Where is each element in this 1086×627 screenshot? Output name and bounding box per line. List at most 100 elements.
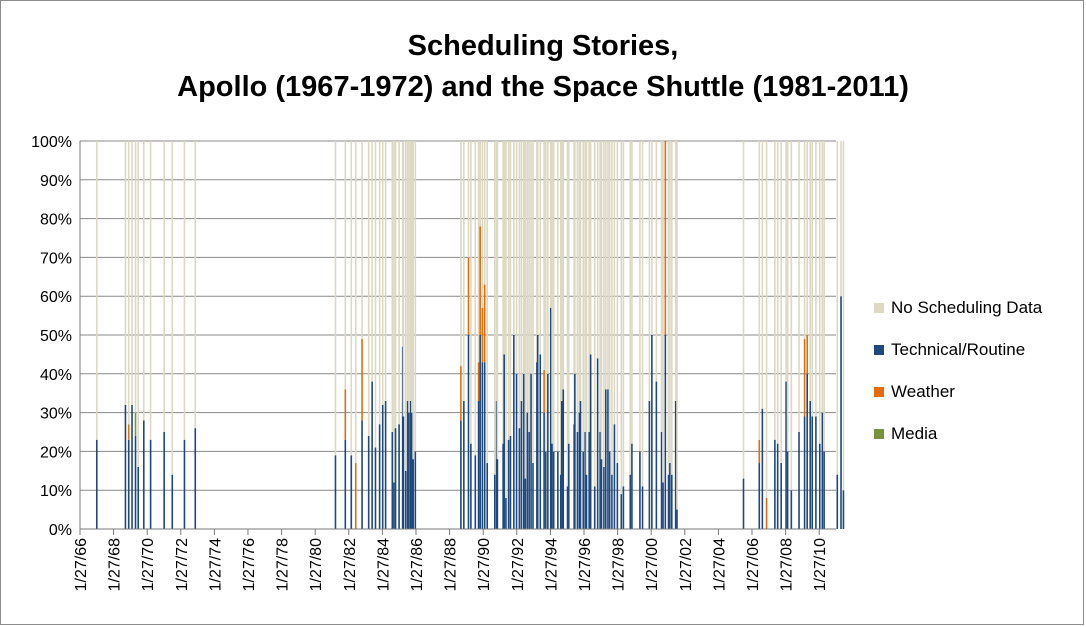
x-tick-label: 1/27/72 [174,538,191,591]
bar-technical-routine [344,439,347,529]
bar-no-scheduling-data [354,141,357,464]
bar-technical-routine [599,432,601,529]
bar-technical-routine [655,381,658,529]
bar-no-scheduling-data [798,141,800,432]
bar-no-scheduling-data [579,141,582,401]
x-tick-label: 1/27/80 [308,538,325,591]
bar-no-scheduling-data [588,141,590,432]
bar-no-scheduling-data [479,141,481,227]
bar-no-scheduling-data [811,141,814,417]
bar-technical-routine [596,358,599,529]
bar-technical-routine [539,354,542,529]
bar-technical-routine [790,490,793,529]
bar-no-scheduling-data [662,141,664,483]
bar-technical-routine [503,354,505,529]
bar-no-scheduling-data [381,141,384,405]
bar-no-scheduling-data [344,141,347,390]
bar-no-scheduling-data [493,141,496,475]
x-tick-label: 1/27/68 [107,538,124,591]
y-tick-label: 80% [40,212,72,229]
bar-weather [481,307,484,363]
bar-no-scheduling-data [183,141,186,440]
bar-weather [344,389,347,440]
bar-no-scheduling-data [163,141,165,432]
bar-technical-routine [842,490,845,529]
bar-technical-routine [620,494,623,529]
bar-no-scheduling-data [393,141,395,483]
bar-technical-routine [134,435,137,529]
bar-no-scheduling-data [398,141,400,425]
bar-no-scheduling-data [596,141,599,359]
bar-no-scheduling-data [674,141,677,401]
bar-no-scheduling-data [821,141,824,413]
x-tick-label: 1/27/78 [275,538,292,591]
bar-technical-routine [549,307,552,529]
bar-technical-routine [589,354,592,529]
bar-no-scheduling-data [536,141,539,335]
bar-technical-routine [474,455,477,529]
bar-technical-routine [406,400,409,529]
legend-label: Weather [891,382,955,401]
bar-technical-routine [509,435,512,529]
bar-no-scheduling-data [522,141,525,374]
bar-technical-routine [574,373,576,529]
bar-technical-routine [557,451,559,529]
y-tick-label: 20% [40,444,72,461]
bar-technical-routine [394,428,397,529]
bar-no-scheduling-data [547,141,549,374]
bar-technical-routine [551,443,553,529]
bar-no-scheduling-data [667,141,670,475]
x-tick-label: 1/27/98 [611,538,628,591]
bar-no-scheduling-data [171,141,174,475]
bar-no-scheduling-data [124,141,127,405]
bar-weather [467,257,470,335]
bar-no-scheduling-data [620,141,623,495]
bar-no-scheduling-data [774,141,776,440]
x-tick-label: 1/27/76 [241,538,258,591]
bar-technical-routine [515,373,518,529]
bar-technical-routine [463,400,465,529]
bar-technical-routine [608,451,611,529]
bar-technical-routine [552,451,555,529]
bar-technical-routine [785,381,787,529]
bar-technical-routine [163,432,165,529]
bar-no-scheduling-data [539,141,542,355]
bar-weather [460,366,462,421]
bar-technical-routine [836,474,839,529]
bar-no-scheduling-data [137,141,140,467]
bar-technical-routine [384,400,387,529]
bar-no-scheduling-data [414,141,417,452]
bar-no-scheduling-data [142,141,145,421]
bar-technical-routine [676,509,678,529]
bar-technical-routine [532,463,534,529]
bar-no-scheduling-data [815,141,817,417]
bar-no-scheduling-data [582,141,585,452]
legend-label: Technical/Routine [891,340,1026,359]
bar-technical-routine [483,362,486,529]
bar-no-scheduling-data [660,141,663,432]
bar-no-scheduling-data [600,141,603,460]
x-tick-label: 1/27/00 [644,538,661,591]
bar-technical-routine [95,439,98,529]
bar-no-scheduling-data [585,141,588,475]
bar-weather [765,497,768,529]
bar-no-scheduling-data [367,141,370,436]
bar-no-scheduling-data [503,141,505,355]
bar-technical-routine [183,439,186,529]
bar-no-scheduling-data [544,141,547,452]
bar-no-scheduling-data [641,141,644,487]
bar-no-scheduling-data [530,141,532,374]
bar-technical-routine [660,432,663,529]
legend-swatch [874,387,884,397]
bar-technical-routine [631,443,633,529]
bar-technical-routine [367,435,370,529]
bar-technical-routine [543,412,545,529]
bar-technical-routine [470,443,472,529]
bar-technical-routine [664,335,667,529]
bar-technical-routine [414,451,417,529]
bar-no-scheduling-data [481,141,484,308]
y-tick-label: 40% [40,367,72,384]
bar-no-scheduling-data [518,141,521,429]
bar-technical-routine [137,466,140,529]
bar-weather [758,439,761,464]
